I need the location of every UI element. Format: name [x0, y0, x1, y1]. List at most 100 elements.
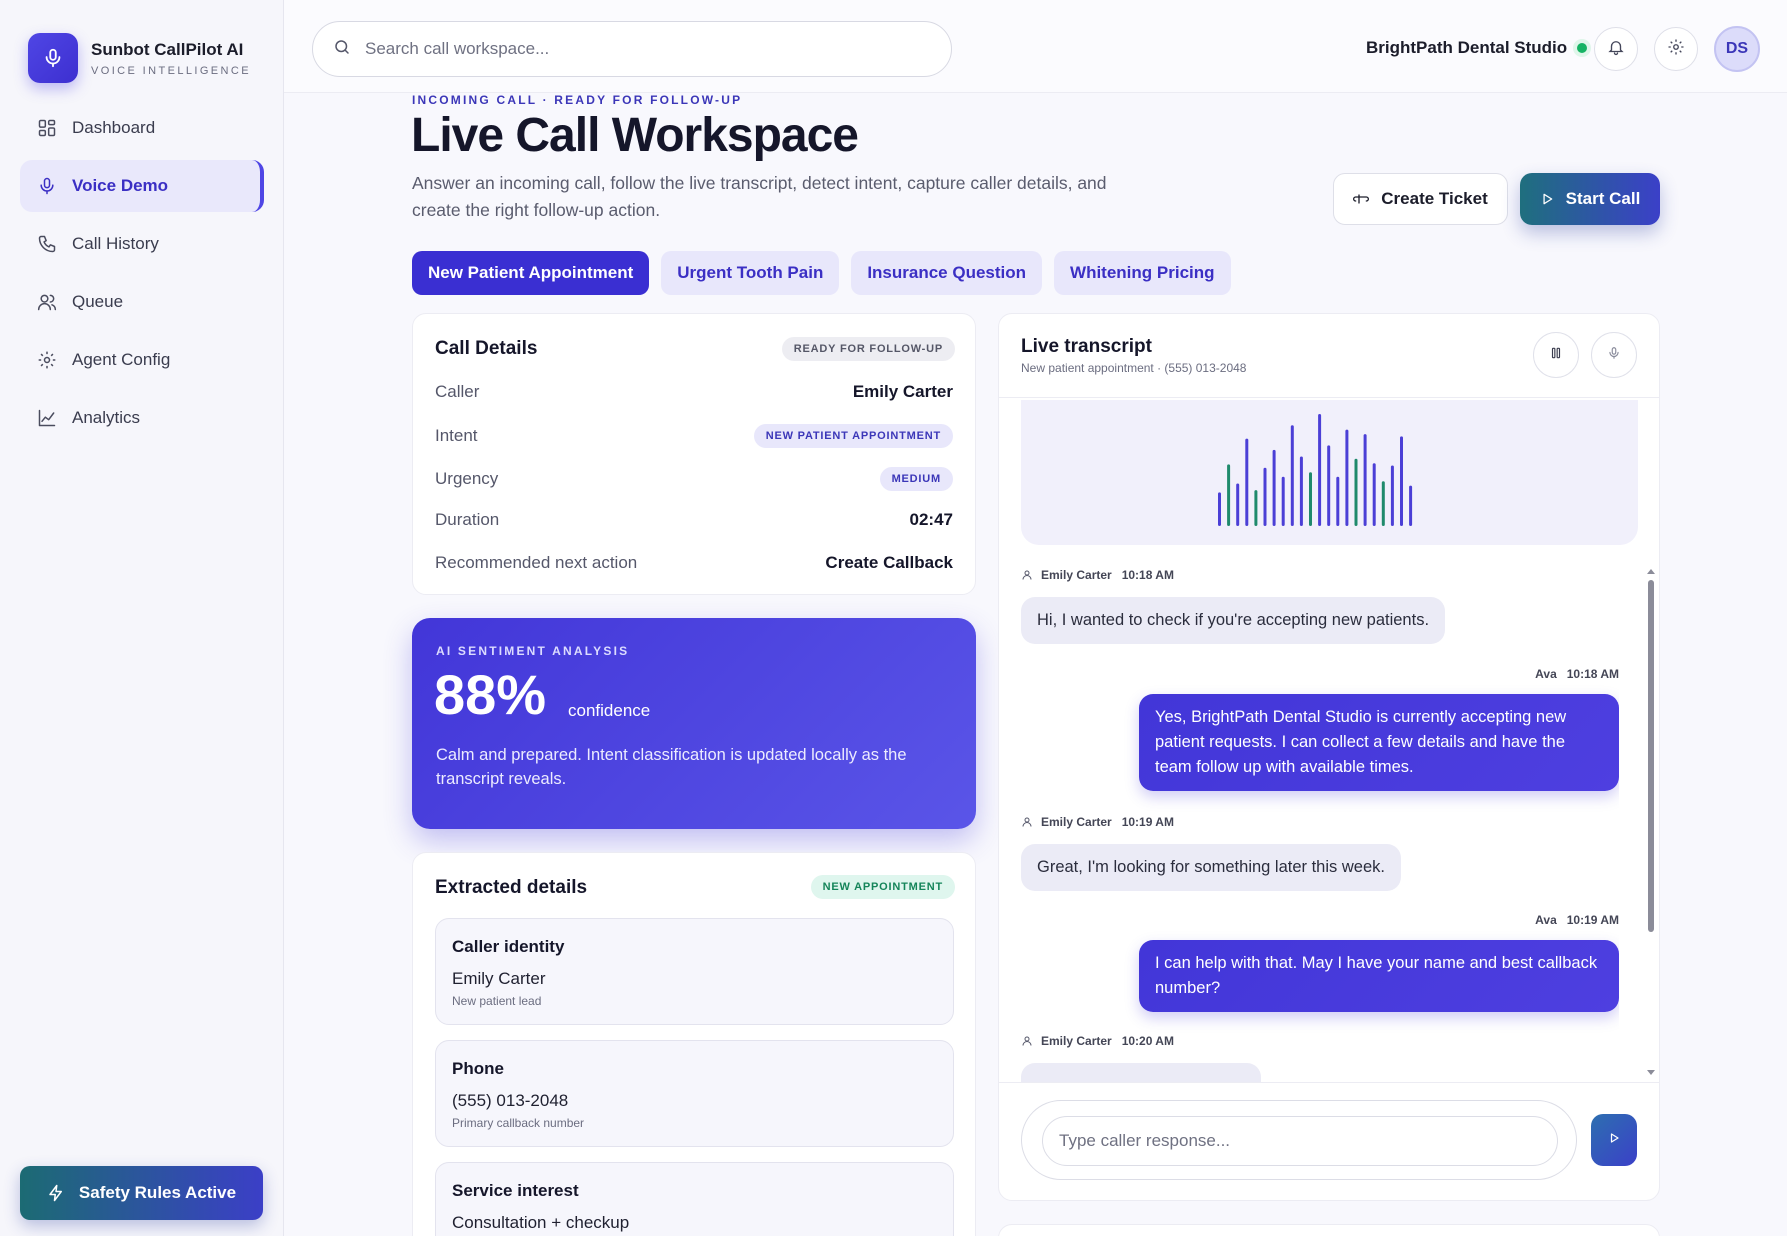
message-time: 10:19 AM: [1121, 815, 1174, 829]
detail-label: Duration: [435, 510, 500, 529]
caller-name: Emily Carter: [852, 382, 953, 401]
status-badge: READY FOR FOLLOW-UP: [781, 337, 955, 361]
waveform-bar: [1372, 463, 1376, 526]
search-icon: [333, 38, 351, 61]
user-icon: [1021, 816, 1033, 828]
notifications-button[interactable]: [1594, 27, 1638, 71]
extracted-item-sub: New patient lead: [452, 994, 542, 1008]
search-bar[interactable]: [312, 21, 952, 77]
user-icon: [1021, 1035, 1033, 1047]
sidebar-item-dashboard[interactable]: Dashboard: [20, 102, 264, 154]
sidebar-item-voice-demo[interactable]: Voice Demo: [20, 160, 264, 212]
reply-composer: [1021, 1100, 1577, 1180]
scenario-tab-insurance-question[interactable]: Insurance Question: [851, 251, 1043, 295]
scenario-tabs: New Patient Appointment Urgent Tooth Pai…: [412, 251, 1243, 295]
detail-row-urgency: Urgency MEDIUM: [435, 467, 953, 491]
extracted-item-value: Emily Carter: [452, 969, 546, 988]
transcript-scrollbar[interactable]: [1646, 567, 1655, 1077]
extracted-item-value: (555) 013-2048: [452, 1091, 569, 1110]
waveform-bar: [1290, 425, 1294, 526]
waveform-bars: [1218, 414, 1413, 526]
safety-rules-button[interactable]: Safety Rules Active: [20, 1166, 263, 1220]
sentiment-value: 88%: [434, 663, 547, 726]
scenario-tab-new-patient[interactable]: New Patient Appointment: [412, 251, 650, 295]
sidebar-item-analytics[interactable]: Analytics: [20, 392, 264, 444]
sentiment-card: AI SENTIMENT ANALYSIS 88% confidence Cal…: [412, 618, 976, 829]
scenario-tab-urgent-tooth-pain[interactable]: Urgent Tooth Pain: [661, 251, 840, 295]
brand[interactable]: Sunbot CallPilot AI VOICE INTELLIGENCE: [28, 33, 251, 83]
scenario-tab-whitening-pricing[interactable]: Whitening Pricing: [1054, 251, 1231, 295]
settings-button[interactable]: [1654, 27, 1698, 71]
topbar: BrightPath Dental Studio DS: [284, 0, 1787, 93]
mic-icon: [28, 33, 78, 83]
sidebar: Sunbot CallPilot AI VOICE INTELLIGENCE D…: [0, 0, 284, 1236]
message-time: 10:18 AM: [1121, 568, 1174, 582]
avatar[interactable]: DS: [1714, 26, 1760, 72]
mic-icon: [1607, 346, 1621, 365]
transcript-title: Live transcript: [1021, 336, 1152, 357]
extracted-title: Extracted details: [435, 877, 588, 898]
page-description: Answer an incoming call, follow the live…: [412, 173, 1107, 220]
caller-response-input[interactable]: [1042, 1116, 1558, 1166]
waveform-bar: [1327, 445, 1331, 526]
scrollbar-thumb[interactable]: [1648, 580, 1654, 932]
extracted-item-sub: Primary callback number: [452, 1116, 585, 1130]
message-time: 10:20 AM: [1121, 1034, 1174, 1048]
message-meta: Emily Carter 10:18 AM: [1021, 568, 1184, 582]
message-time: 10:19 AM: [1566, 913, 1619, 927]
pause-icon: [1549, 346, 1563, 365]
start-call-button[interactable]: Start Call: [1520, 173, 1660, 225]
detail-row-caller: Caller Emily Carter: [435, 382, 953, 402]
grid-icon: [36, 117, 58, 139]
message-speaker: Ava: [1535, 667, 1557, 681]
sidebar-item-queue[interactable]: Queue: [20, 276, 264, 328]
waveform-bar: [1363, 434, 1367, 526]
users-icon: [36, 291, 58, 313]
org-status: BrightPath Dental Studio: [1366, 38, 1588, 58]
message-bubble-caller: Great, I'm looking for something later t…: [1021, 844, 1401, 891]
mic-icon: [36, 175, 58, 197]
message-speaker: Emily Carter: [1041, 815, 1112, 829]
search-input[interactable]: [365, 39, 925, 59]
waveform-bar: [1263, 467, 1267, 526]
next-action-value: Create Callback: [825, 553, 953, 572]
appointment-badge: NEW APPOINTMENT: [810, 875, 955, 899]
waveform-bar: [1254, 490, 1258, 526]
gear-icon: [1667, 38, 1685, 61]
waveform-bar: [1299, 456, 1303, 526]
detail-row-next-action: Recommended next action Create Callback: [435, 553, 953, 573]
sidebar-item-label: Call History: [72, 234, 159, 253]
sidebar-nav: Dashboard Voice Demo Call History Queue …: [20, 102, 264, 450]
transcript-subtitle: New patient appointment · (555) 013-2048: [1021, 361, 1247, 375]
send-button[interactable]: [1591, 1114, 1637, 1166]
audio-waveform: [1021, 400, 1638, 545]
sidebar-item-agent-config[interactable]: Agent Config: [20, 334, 264, 386]
gear-icon: [36, 349, 58, 371]
bell-icon: [1607, 38, 1625, 61]
extracted-item-title: Phone: [452, 1059, 504, 1078]
detail-label: Intent: [435, 426, 478, 445]
pause-button[interactable]: [1533, 332, 1579, 378]
sentiment-label: AI SENTIMENT ANALYSIS: [436, 644, 630, 658]
brand-subtitle: VOICE INTELLIGENCE: [91, 64, 251, 77]
divider: [999, 1082, 1659, 1083]
intent-badge: NEW PATIENT APPOINTMENT: [753, 424, 953, 448]
sidebar-item-label: Dashboard: [72, 118, 156, 137]
waveform-bar: [1354, 458, 1358, 526]
play-icon: [1540, 192, 1554, 206]
sidebar-item-call-history[interactable]: Call History: [20, 218, 264, 270]
waveform-bar: [1218, 492, 1221, 526]
message-bubble-agent: Yes, BrightPath Dental Studio is current…: [1139, 694, 1619, 791]
sidebar-item-label: Agent Config: [72, 350, 171, 369]
create-ticket-button[interactable]: Create Ticket: [1333, 173, 1508, 225]
message-meta: Emily Carter 10:19 AM: [1021, 815, 1184, 829]
message-meta: Emily Carter 10:20 AM: [1021, 1034, 1184, 1048]
mic-button[interactable]: [1591, 332, 1637, 378]
page-eyebrow: INCOMING CALL · READY FOR FOLLOW-UP: [412, 93, 743, 107]
message-speaker: Emily Carter: [1041, 568, 1112, 582]
message-meta: Ava 10:18 AM: [1535, 667, 1619, 681]
waveform-bar: [1336, 476, 1340, 526]
sentiment-unit: confidence: [568, 701, 651, 720]
call-details-card: Call Details READY FOR FOLLOW-UP Caller …: [412, 313, 976, 595]
transcript-messages: Emily Carter 10:18 AM Hi, I wanted to ch…: [1021, 564, 1619, 1082]
